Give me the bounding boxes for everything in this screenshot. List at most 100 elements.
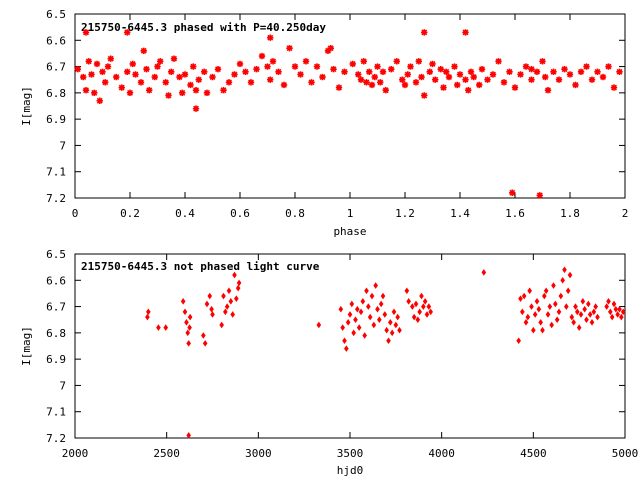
data-point — [157, 58, 164, 65]
data-point — [371, 73, 378, 81]
data-point — [190, 63, 197, 70]
data-point — [615, 311, 620, 318]
data-point — [362, 332, 367, 339]
data-point — [80, 73, 87, 81]
data-point — [170, 55, 178, 62]
data-point — [225, 79, 233, 86]
data-point — [529, 303, 534, 310]
data-point — [341, 68, 348, 76]
data-point — [356, 324, 362, 331]
data-point — [424, 311, 430, 318]
data-point — [571, 319, 576, 326]
data-point — [360, 298, 366, 305]
data-point — [88, 71, 95, 78]
data-point — [573, 303, 578, 310]
x-tick-label: 3000 — [245, 447, 272, 460]
y-tick-label: 7 — [59, 379, 66, 392]
data-point — [224, 303, 230, 310]
data-point — [377, 316, 382, 324]
data-point — [539, 58, 546, 65]
data-point — [377, 79, 384, 86]
data-point — [367, 313, 373, 321]
data-point — [558, 292, 564, 300]
data-point — [388, 66, 395, 73]
data-point — [204, 300, 210, 308]
data-point — [521, 292, 527, 300]
data-point — [593, 303, 598, 310]
data-point — [572, 81, 579, 89]
data-point — [580, 298, 586, 305]
data-point — [553, 300, 558, 308]
data-point — [489, 71, 497, 78]
data-point — [140, 47, 147, 54]
data-point — [415, 58, 422, 65]
data-point — [319, 73, 326, 81]
data-point — [386, 337, 391, 345]
x-axis-label: hjd0 — [337, 464, 364, 477]
data-point — [231, 71, 238, 78]
x-tick-label: 1 — [347, 207, 354, 220]
data-point — [165, 92, 172, 99]
data-point — [511, 84, 519, 91]
data-point — [415, 316, 421, 324]
data-point — [595, 313, 600, 321]
y-tick-label: 6.5 — [46, 8, 66, 21]
x-tick-label: 1.6 — [505, 207, 525, 220]
data-point — [542, 292, 547, 300]
x-axis-ticks: 2000 2500 3000 3500 4000 4500 5000 — [62, 254, 638, 460]
data-point — [393, 321, 399, 329]
data-point — [456, 71, 464, 78]
data-point — [467, 68, 475, 76]
data-point — [445, 73, 453, 81]
data-point — [203, 89, 211, 97]
data-point — [186, 340, 191, 347]
data-point — [576, 324, 582, 331]
data-point — [192, 105, 200, 112]
data-point — [363, 79, 370, 86]
data-point — [440, 84, 447, 91]
data-point — [143, 66, 150, 73]
data-point — [145, 313, 150, 321]
y-axis-ticks: 6.5 6.6 6.7 6.8 6.9 7 7.1 7.2 — [46, 248, 625, 445]
data-point — [96, 97, 103, 104]
data-point — [209, 305, 214, 313]
data-point — [297, 71, 304, 78]
data-point — [382, 311, 388, 318]
data-point — [566, 71, 574, 78]
data-point — [604, 303, 609, 310]
data-point — [528, 76, 535, 83]
data-point — [163, 324, 169, 331]
data-point — [302, 58, 310, 65]
data-point — [451, 63, 458, 70]
data-point — [547, 303, 553, 310]
data-point — [391, 308, 397, 316]
data-point — [388, 319, 393, 326]
data-point — [609, 313, 615, 321]
data-point — [426, 303, 432, 310]
data-point — [357, 76, 365, 83]
data-point — [209, 73, 216, 81]
data-point — [470, 73, 477, 81]
data-point — [236, 60, 244, 68]
phased-light-curve-panel: 215750-6445.3 phased with P=40.250day ph… — [20, 8, 628, 238]
data-point — [412, 79, 420, 86]
data-point — [104, 63, 112, 70]
data-point — [421, 303, 426, 310]
data-point — [561, 66, 568, 73]
data-point — [91, 89, 98, 97]
data-point — [616, 68, 623, 76]
data-point — [611, 300, 617, 308]
data-point — [619, 313, 624, 321]
data-point — [481, 269, 487, 276]
data-point — [417, 308, 422, 316]
data-point — [267, 76, 274, 83]
data-point — [146, 308, 151, 316]
data-point — [404, 71, 411, 78]
data-point — [540, 326, 545, 334]
data-point — [606, 298, 611, 305]
x-tick-label: 0.4 — [175, 207, 195, 220]
x-tick-label: 1.4 — [450, 207, 470, 220]
data-point — [413, 300, 419, 308]
data-point — [267, 34, 274, 41]
